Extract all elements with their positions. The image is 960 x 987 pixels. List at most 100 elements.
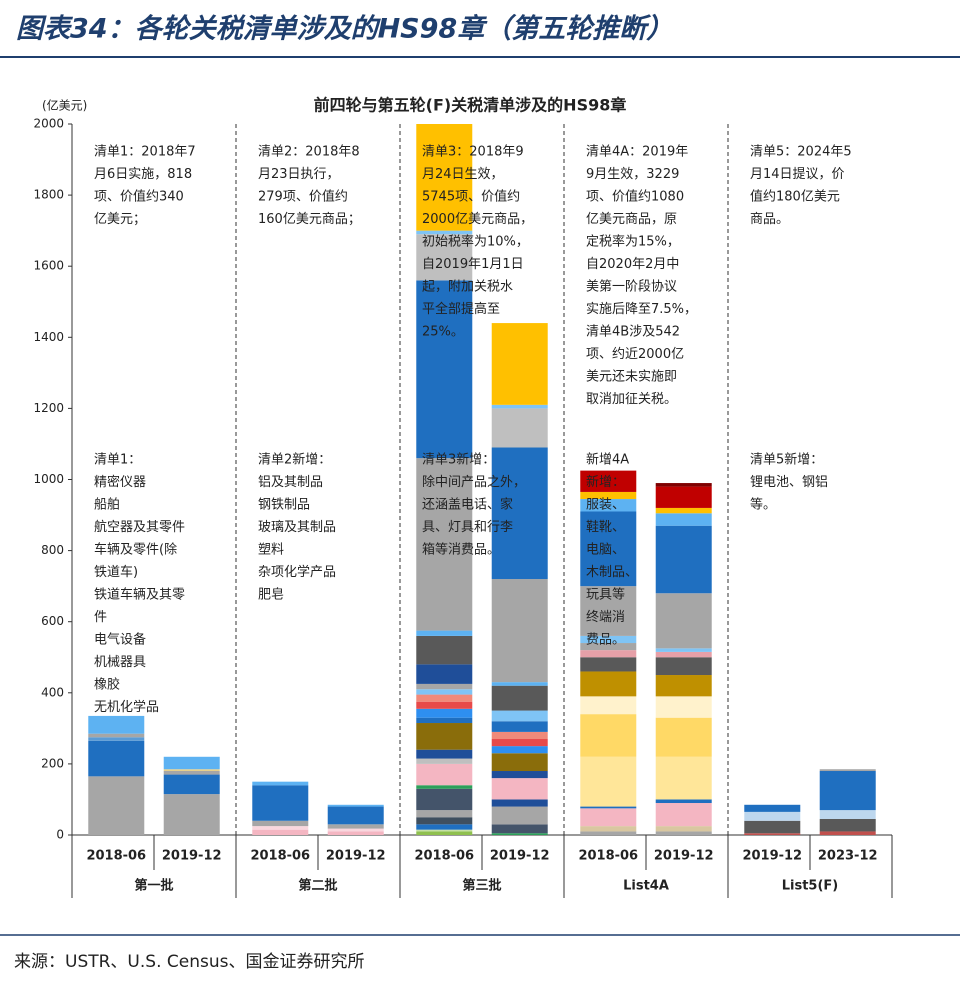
x-tick-label: 2019-12 xyxy=(326,849,386,864)
top-note: 9月生效，3229 xyxy=(586,167,679,182)
bar-segment xyxy=(416,230,473,235)
x-tick-label: 2019-12 xyxy=(490,849,550,864)
mid-note: 钢铁制品 xyxy=(258,498,310,513)
bar-segment xyxy=(580,491,637,500)
group-label: 第三批 xyxy=(462,878,501,894)
bar-segment xyxy=(491,447,548,580)
bar-segment xyxy=(491,579,548,683)
bar-segment xyxy=(819,810,876,820)
top-note: 初始税率为10%， xyxy=(422,234,529,250)
mid-note: 电气设备 xyxy=(94,632,146,648)
bar-segment xyxy=(580,511,637,587)
bar-segment xyxy=(416,785,473,789)
mid-note: 清单1： xyxy=(94,453,141,468)
mid-note: 还涵盖电话、家 xyxy=(422,497,513,513)
bar-segment xyxy=(580,808,637,827)
bar-segment xyxy=(491,685,548,711)
x-tick-label: 2018-06 xyxy=(578,849,638,864)
bar-segment xyxy=(416,763,473,786)
bar-segment xyxy=(655,507,712,514)
bar-segment xyxy=(655,696,712,718)
bar-segment xyxy=(580,806,637,809)
mid-note: 橡胶 xyxy=(94,677,120,693)
bar-segment xyxy=(88,733,145,738)
mid-note: 新增： xyxy=(586,474,625,490)
bar-segment xyxy=(655,799,712,804)
mid-note: 新增4A xyxy=(586,452,629,468)
top-note: 定税率为15%， xyxy=(586,234,680,250)
top-note: 160亿美元商品； xyxy=(258,212,361,227)
bar-segment xyxy=(655,651,712,658)
bar-segment xyxy=(580,831,637,835)
bar-segment xyxy=(655,803,712,827)
bar-segment xyxy=(163,771,220,775)
bar-segment xyxy=(580,643,637,651)
bar-segment xyxy=(819,831,876,835)
mid-note: 终端消 xyxy=(586,609,625,625)
mid-note: 锂电池、钢铝 xyxy=(750,475,828,490)
bar-segment xyxy=(655,593,712,649)
mid-note: 具、灯具和行李 xyxy=(422,520,513,535)
bar-segment xyxy=(491,778,548,800)
bar-segment xyxy=(416,723,473,750)
mid-note: 铝及其制品 xyxy=(258,475,323,490)
top-note: 美元还未实施即 xyxy=(586,370,677,385)
bar-segment xyxy=(163,769,220,772)
bar-segment xyxy=(491,682,548,686)
bar-segment xyxy=(580,470,637,492)
mid-note: 木制品、 xyxy=(586,565,638,580)
source: 来源：USTR、U.S. Census、国金证券研究所 xyxy=(14,952,364,972)
mid-note: 肥皂 xyxy=(258,588,284,603)
mid-note: 车辆及零件(除 xyxy=(94,542,177,558)
bar-segment xyxy=(327,831,384,835)
bar-segment xyxy=(580,671,637,697)
bar-segment xyxy=(163,774,220,795)
mid-note: 玻璃及其制品 xyxy=(258,520,336,535)
mid-note: 铁道车辆及其零 xyxy=(94,587,185,603)
top-note: 自2020年2月中 xyxy=(586,257,679,272)
chart-title: 前四轮与第五轮(F)关税清单涉及的HS98章 xyxy=(314,96,627,115)
bar-segment xyxy=(655,657,712,676)
x-tick-label: 2018-06 xyxy=(86,849,146,864)
page-title: 图表34：各轮关税清单涉及的HS98章（第五轮推断） xyxy=(16,14,673,45)
bar-segment xyxy=(580,650,637,658)
top-note: 清单3：2018年9 xyxy=(422,145,524,160)
bar-segment xyxy=(580,499,637,512)
bar-segment xyxy=(580,826,637,832)
mid-note: 机械器具 xyxy=(94,655,146,670)
mid-note: 清单2新增： xyxy=(258,452,331,468)
y-tick-label: 1000 xyxy=(33,472,64,486)
bar-segment xyxy=(655,826,712,832)
bar-segment xyxy=(416,124,473,231)
top-note: 清单4A：2019年 xyxy=(586,145,688,160)
bar-segment xyxy=(491,731,548,740)
bar-segment xyxy=(491,323,548,405)
bar-segment xyxy=(416,458,473,631)
bar-segment xyxy=(819,771,876,811)
top-note: 清单2：2018年8 xyxy=(258,145,360,160)
bar-segment xyxy=(416,824,473,830)
top-note: 月6日实施，818 xyxy=(94,167,192,182)
mid-note: 箱等消费品。 xyxy=(422,542,500,558)
bar-segment xyxy=(655,756,712,800)
top-note: 平全部提高至 xyxy=(422,301,500,317)
group-label: List4A xyxy=(623,879,669,894)
y-tick-label: 600 xyxy=(41,614,64,628)
bar-segment xyxy=(580,635,637,644)
bar-segment xyxy=(327,824,384,829)
bar-segment xyxy=(491,771,548,779)
mid-note: 杂项化学产品 xyxy=(258,564,336,580)
bar-segment xyxy=(655,525,712,594)
bar-segment xyxy=(491,739,548,747)
bar-segment xyxy=(491,753,548,772)
y-tick-label: 1800 xyxy=(33,188,64,202)
top-note: 月23日执行， xyxy=(258,167,340,182)
mid-note: 玩具等 xyxy=(586,587,625,603)
y-tick-label: 1600 xyxy=(33,259,64,273)
mid-note: 件 xyxy=(94,610,107,625)
bar-segment xyxy=(416,810,473,818)
top-note: 5745项、价值约 xyxy=(422,189,520,205)
top-note: 起，附加关税水 xyxy=(422,280,513,295)
bar-segment xyxy=(416,234,473,281)
